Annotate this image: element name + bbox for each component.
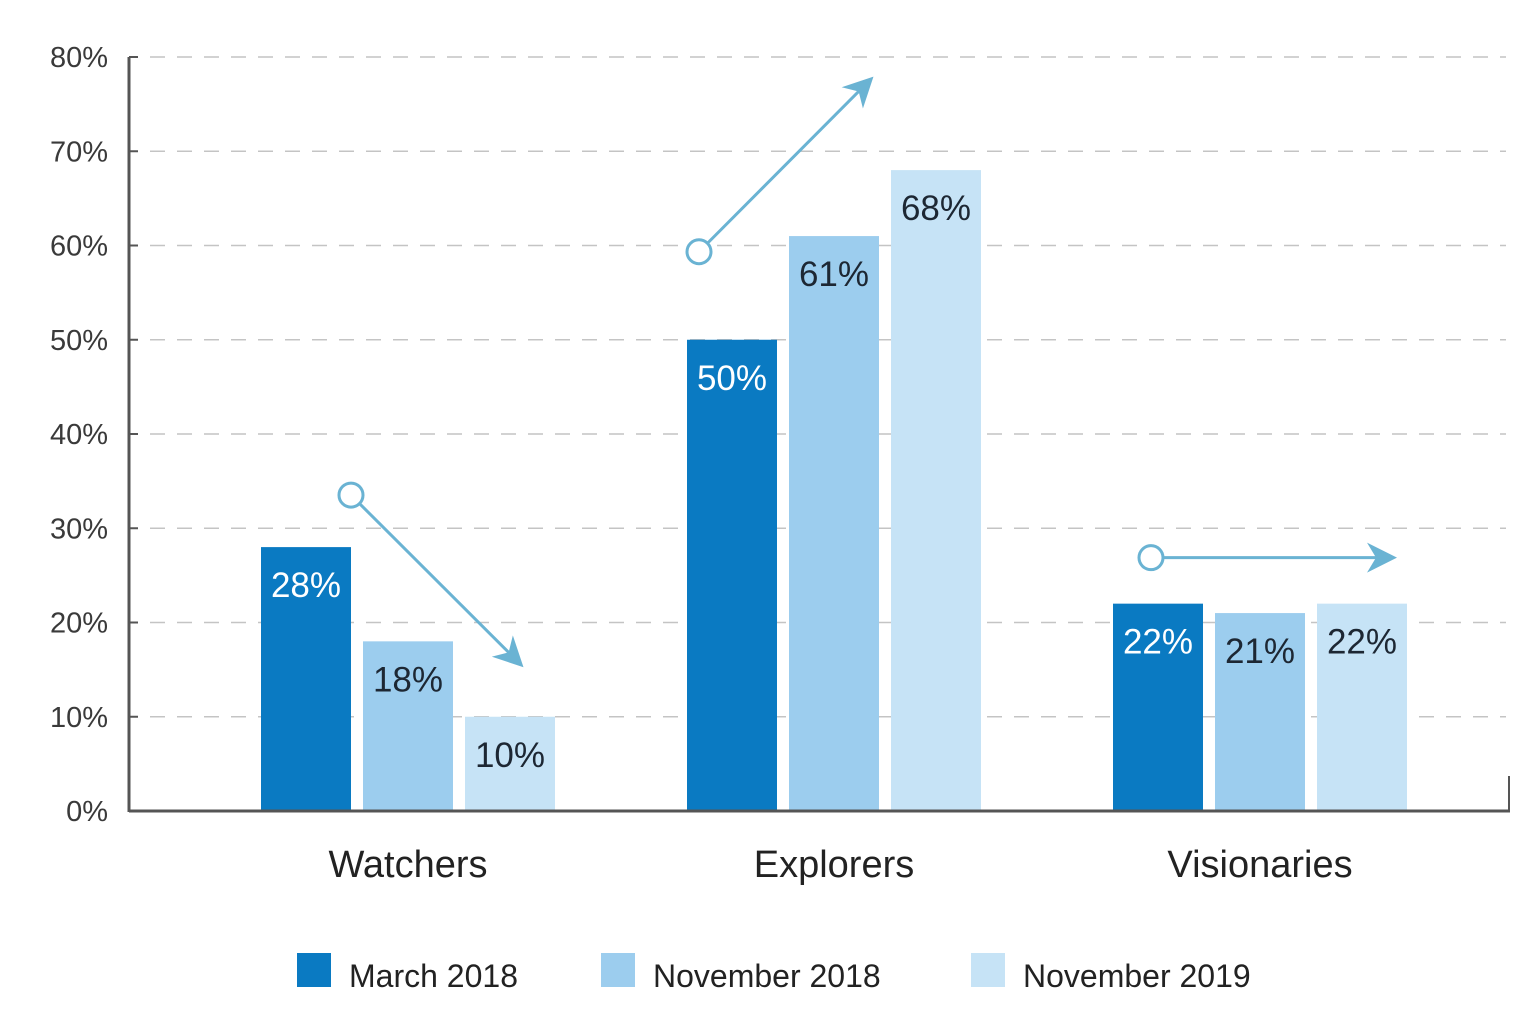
y-tick-label: 60% [50,231,108,263]
trend-arrow-start-circle [337,481,365,509]
x-category-label: Visionaries [1167,844,1352,886]
data-label: 22% [1327,623,1397,662]
bar-explorers-november-2019 [891,170,981,812]
bars [261,170,1407,812]
bar-watchers-march-2018 [261,547,351,811]
trend-arrow-down [337,481,524,668]
legend: March 2018 November 2018 November 2019 [297,953,1251,994]
y-tick-label: 50% [50,325,108,357]
y-tick-label: 40% [50,419,108,451]
legend-swatch [601,953,635,987]
x-category-label: Watchers [328,844,487,886]
data-label: 61% [799,255,869,294]
data-label: 21% [1225,632,1295,671]
x-axis-category-labels: Watchers Explorers Visionaries [328,844,1352,886]
y-axis-tick-labels: 0% 10% 20% 30% 40% 50% 60% 70% 80% [50,42,108,828]
trend-arrow-up [685,76,874,266]
trend-arrow-flat [1137,542,1397,573]
bar-watchers-november-2018 [363,641,453,811]
data-label: 10% [475,736,545,775]
legend-item: November 2018 [601,953,881,994]
data-label: 22% [1123,623,1193,662]
axes [127,56,1510,813]
data-label: 50% [697,359,767,398]
trend-arrow-line [706,76,874,245]
bar-explorers-march-2018 [687,339,777,811]
trend-arrow-start-circle [685,238,713,266]
data-label: 28% [271,566,341,605]
bar-visionaries-november-2019 [1317,603,1407,811]
legend-swatch [971,953,1005,987]
y-tick-label: 10% [50,702,108,734]
legend-item: March 2018 [297,953,518,994]
y-tick-label: 20% [50,608,108,640]
trend-arrow-start-circle [1137,544,1165,572]
data-label: 18% [373,660,443,699]
trend-arrow-line [358,502,524,668]
trend-arrows [337,76,1397,668]
bar-explorers-november-2018 [789,236,879,811]
x-category-label: Explorers [754,844,915,886]
data-label: 68% [901,189,971,228]
y-tick-label: 0% [66,796,108,828]
legend-swatch [297,953,331,987]
legend-label: November 2019 [1023,958,1251,994]
legend-label: November 2018 [653,958,881,994]
legend-item: November 2019 [971,953,1251,994]
bar-visionaries-november-2018 [1215,613,1305,811]
y-tick-label: 80% [50,42,108,74]
y-tick-label: 70% [50,136,108,168]
bar-visionaries-march-2018 [1113,603,1203,811]
bar-watchers-november-2019 [465,716,555,811]
y-tick-label: 30% [50,513,108,545]
data-labels: 28% 18% 10% 50% 61% 68% 22% 21% 22% [271,189,1397,775]
legend-label: March 2018 [349,958,518,994]
